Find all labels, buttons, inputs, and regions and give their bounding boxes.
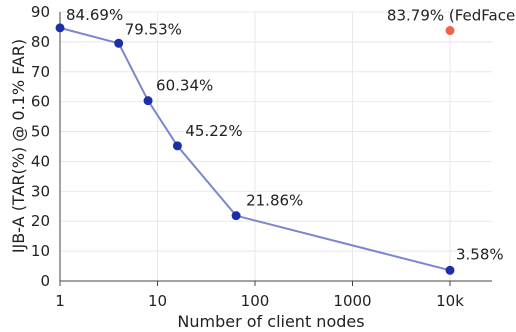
axes xyxy=(59,12,492,282)
y-tick-label: 0 xyxy=(40,272,50,290)
y-tick-labels: 0 10 20 30 40 50 60 70 80 90 xyxy=(31,3,50,290)
data-label: 3.58% xyxy=(456,245,504,263)
data-point xyxy=(445,265,455,275)
grid xyxy=(59,11,492,282)
series-line xyxy=(59,26,451,272)
x-tick-label: 10 xyxy=(148,292,167,310)
x-tick-label: 1 xyxy=(55,292,65,310)
y-axis-label: IJB-A (TAR(%) @ 0.1% FAR) xyxy=(9,39,28,253)
data-label: 60.34% xyxy=(156,77,213,95)
y-tick-label: 50 xyxy=(31,123,50,141)
data-label: 79.53% xyxy=(125,20,182,38)
data-point xyxy=(55,23,65,33)
data-point xyxy=(231,211,241,221)
x-axis-label: Number of client nodes xyxy=(177,312,364,331)
y-tick-label: 10 xyxy=(31,242,50,260)
y-tick-label: 80 xyxy=(31,33,50,51)
data-label: 84.69% xyxy=(66,6,123,24)
data-label: 21.86% xyxy=(246,192,303,210)
x-tick-label: 10k xyxy=(436,292,464,310)
data-label: 45.22% xyxy=(185,122,242,140)
data-point xyxy=(114,38,124,48)
data-point xyxy=(172,141,182,151)
fedface-label: 83.79% (FedFace) xyxy=(387,7,516,25)
x-tick-label: 1000 xyxy=(333,292,371,310)
y-tick-label: 60 xyxy=(31,93,50,111)
data-point xyxy=(143,96,153,106)
series-layer xyxy=(55,23,455,275)
data-labels: 84.69%79.53% 60.34% 45.22% 21.86% 3.58% 83.79… xyxy=(66,6,516,263)
y-tick-label: 30 xyxy=(31,182,50,200)
fedface-point xyxy=(445,26,455,36)
x-tick-label: 100 xyxy=(241,292,270,310)
x-tick-labels: 1 10 100 1000 10k xyxy=(55,281,464,310)
y-tick-label: 20 xyxy=(31,212,50,230)
y-tick-label: 70 xyxy=(31,63,50,81)
y-tick-label: 40 xyxy=(31,152,50,170)
y-tick-label: 90 xyxy=(31,3,50,21)
